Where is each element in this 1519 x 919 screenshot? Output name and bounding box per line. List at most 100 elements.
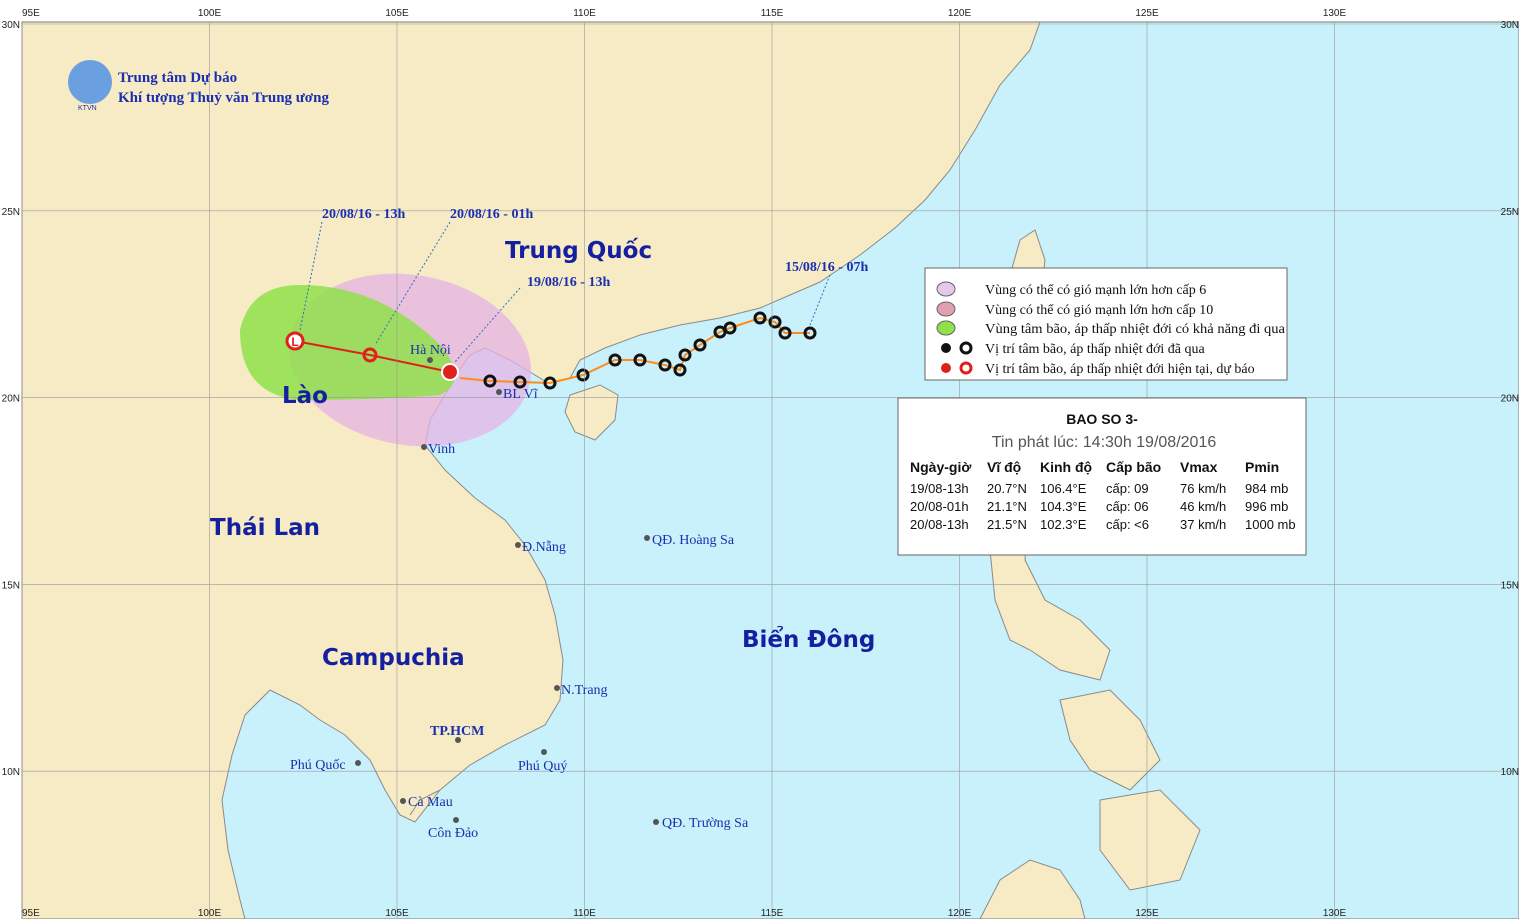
column-header: Pmin: [1245, 459, 1279, 475]
borneo: [979, 859, 1086, 919]
table-cell: cấp: 09: [1106, 481, 1149, 496]
lon-label: 105E: [385, 8, 409, 19]
country-label: Lào: [282, 383, 328, 409]
bulletin-title: BAO SO 3-: [1066, 411, 1138, 427]
lon-label: 95E: [22, 8, 40, 19]
logo: [68, 60, 112, 104]
lon-label: 110E: [573, 8, 596, 19]
track-label: 15/08/16 - 07h: [785, 260, 868, 275]
lat-label: 15N: [2, 580, 20, 591]
lon-label: 115E: [761, 908, 784, 919]
place-label: Vinh: [428, 442, 455, 457]
lon-label: 130E: [1323, 908, 1347, 919]
place-label: Phú Quốc: [290, 758, 346, 773]
table-cell: 996 mb: [1245, 499, 1288, 514]
lon-label: 95E: [22, 908, 40, 919]
lon-label: 105E: [385, 908, 409, 919]
lon-label: 120E: [948, 8, 972, 19]
table-cell: 20/08-01h: [910, 499, 969, 514]
legend-icon: [936, 301, 956, 317]
city-dots: [355, 357, 659, 825]
place-label: TP.HCM: [430, 724, 484, 739]
legend-item: Vị trí tâm bão, áp thấp nhiệt đới đã qua: [985, 342, 1205, 357]
mainland: [22, 22, 1041, 919]
legend-icon: [959, 341, 973, 355]
legend-icon: [941, 363, 951, 373]
legend-icon: [941, 343, 951, 353]
lat-label: 10N: [1501, 767, 1519, 778]
lon-label: 120E: [948, 908, 972, 919]
lon-label: 100E: [198, 8, 222, 19]
table-cell: 102.3°E: [1040, 517, 1087, 532]
lon-label: 100E: [198, 908, 222, 919]
hainan: [564, 384, 619, 441]
column-header: Kinh độ: [1040, 459, 1092, 475]
forecast-position: [362, 347, 378, 363]
visayas: [1059, 689, 1201, 891]
lon-label: 130E: [1323, 8, 1347, 19]
lon-label: 125E: [1135, 908, 1159, 919]
place-label: Đ.Nẵng: [522, 540, 566, 555]
table-cell: 20.7°N: [987, 481, 1027, 496]
table-cell: 37 km/h: [1180, 517, 1226, 532]
country-label: Campuchia: [322, 645, 465, 671]
forecast-position: [285, 331, 305, 351]
table-cell: 21.1°N: [987, 499, 1027, 514]
lon-label: 125E: [1135, 8, 1159, 19]
legend-box: [924, 267, 1288, 381]
table-cell: cấp: 06: [1106, 499, 1149, 514]
bulletin-issued: Tin phát lúc: 14:30h 19/08/2016: [992, 434, 1217, 451]
lat-label: 30N: [2, 20, 20, 31]
table-cell: 19/08-13h: [910, 481, 969, 496]
table-cell: 104.3°E: [1040, 499, 1087, 514]
table-cell: cấp: <6: [1106, 517, 1149, 532]
table-cell: 984 mb: [1245, 481, 1288, 496]
lat-label: 25N: [2, 207, 20, 218]
column-header: Ngày-giờ: [910, 459, 971, 475]
org-line: Trung tâm Dự báo: [118, 70, 237, 86]
table-cell: 106.4°E: [1040, 481, 1087, 496]
lat-label: 15N: [1501, 580, 1519, 591]
track-label: 19/08/16 - 13h: [527, 275, 610, 290]
legend-item: Vị trí tâm bão, áp thấp nhiệt đới hiện t…: [985, 362, 1255, 377]
table-cell: 21.5°N: [987, 517, 1027, 532]
org-header: KTVN Trung tâm Dự báo Khí tượng Thuỷ văn…: [68, 60, 329, 112]
place-label: Côn Đảo: [428, 826, 478, 841]
bulletin: BAO SO 3- Tin phát lúc: 14:30h 19/08/201…: [897, 397, 1307, 556]
place-label: N.Trang: [561, 683, 608, 698]
table-cell: 46 km/h: [1180, 499, 1226, 514]
country-label: Biển Đông: [742, 625, 875, 653]
place-label: Phú Quý: [518, 759, 567, 774]
past-positions: [483, 311, 817, 390]
place-label: Cà Mau: [408, 795, 453, 810]
bulletin-box: [897, 397, 1307, 556]
column-header: Cấp bão: [1106, 459, 1161, 475]
legend-item: Vùng có thể có gió mạnh lớn hơn cấp 6: [985, 283, 1206, 298]
legend-item: Vùng tâm bão, áp thấp nhiệt đới có khả n…: [985, 322, 1286, 337]
legend-icon: [936, 320, 956, 336]
mekong-coast: [409, 789, 441, 816]
lat-label: 20N: [1501, 394, 1519, 405]
lat-label: 25N: [1501, 207, 1519, 218]
country-label: Trung Quốc: [505, 237, 652, 264]
legend-item: Vùng có thể có gió mạnh lớn hơn cấp 10: [985, 303, 1213, 318]
column-header: Vmax: [1180, 459, 1218, 475]
legend-icon: [936, 281, 956, 297]
current-position: [441, 363, 459, 381]
label-leaders: [299, 221, 831, 363]
track-label: 20/08/16 - 01h: [450, 207, 533, 222]
legend: Vùng có thể có gió mạnh lớn hơn cấp 6 Vù…: [924, 267, 1288, 381]
org-line: Khí tượng Thuỷ văn Trung ương: [118, 90, 329, 106]
place-label: QĐ. Trường Sa: [662, 816, 749, 831]
lat-label: 10N: [2, 767, 20, 778]
lat-label: 30N: [1501, 20, 1519, 31]
column-header: Vĩ độ: [987, 459, 1021, 475]
lon-label: 110E: [573, 908, 596, 919]
table-cell: 1000 mb: [1245, 517, 1296, 532]
lat-label: 20N: [2, 394, 20, 405]
country-label: Thái Lan: [210, 515, 320, 541]
place-label: BL Vĩ: [503, 387, 539, 402]
legend-icon: [959, 361, 973, 375]
place-label: QĐ. Hoàng Sa: [652, 533, 735, 548]
